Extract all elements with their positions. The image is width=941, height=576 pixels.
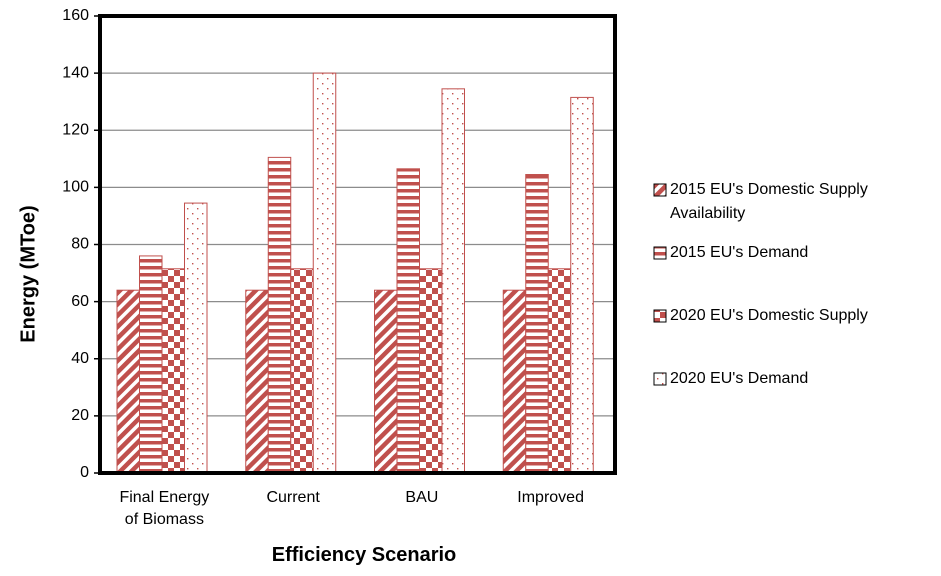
y-tick-label: 160 (62, 7, 89, 24)
legend-swatch (653, 246, 667, 260)
x-tick-label: BAU (405, 489, 438, 506)
y-axis-title: Energy (MToe) (17, 205, 39, 342)
y-tick-label: 20 (71, 407, 89, 424)
legend-label: 2020 EU's Domestic Supply (670, 307, 868, 324)
bars (116, 72, 594, 474)
bar-1-0 (245, 289, 269, 474)
bar-2-3 (441, 88, 465, 474)
bar-2-2 (419, 268, 443, 474)
legend-label: 2020 EU's Demand (670, 370, 808, 387)
x-axis-title: Efficiency Scenario (272, 544, 457, 566)
y-axis-ticks: 0 20 40 60 80 100 120 140 160 (62, 7, 100, 481)
bar-3-1 (525, 174, 549, 474)
y-tick-label: 0 (80, 464, 89, 481)
x-tick-label: Final Energy (119, 489, 209, 506)
legend: 2015 EU's Domestic Supply Availability 201… (653, 181, 868, 387)
legend-label: 2015 EU's Demand (670, 244, 808, 261)
bar-1-3 (312, 72, 337, 474)
bar-1-1 (267, 156, 292, 474)
bar-0-2 (161, 268, 185, 474)
bar-3-2 (547, 268, 572, 474)
bar-0-0 (116, 289, 140, 474)
legend-swatch (653, 183, 667, 197)
bar-0-3 (184, 202, 208, 474)
y-tick-label: 100 (62, 179, 89, 196)
bar-0-1 (139, 255, 163, 474)
bar-3-0 (502, 289, 527, 474)
legend-swatch (653, 372, 667, 386)
bar-2-1 (396, 168, 420, 474)
legend-label: 2015 EU's Domestic Supply (670, 181, 868, 198)
y-tick-label: 40 (71, 350, 89, 367)
y-tick-label: 80 (71, 236, 89, 253)
x-tick-label: of Biomass (125, 511, 204, 528)
x-tick-label: Improved (517, 489, 584, 506)
bar-3-3 (570, 96, 594, 474)
x-tick-label: Current (266, 489, 320, 506)
bar-1-2 (290, 268, 314, 474)
y-tick-label: 120 (62, 121, 89, 138)
y-tick-label: 60 (71, 293, 89, 310)
bar-2-0 (374, 289, 398, 474)
x-axis-ticks: Final Energy of Biomass Current BAU Improved (119, 489, 584, 528)
legend-label: Availability (670, 205, 745, 222)
y-tick-label: 140 (62, 64, 89, 81)
legend-swatch (653, 309, 667, 323)
